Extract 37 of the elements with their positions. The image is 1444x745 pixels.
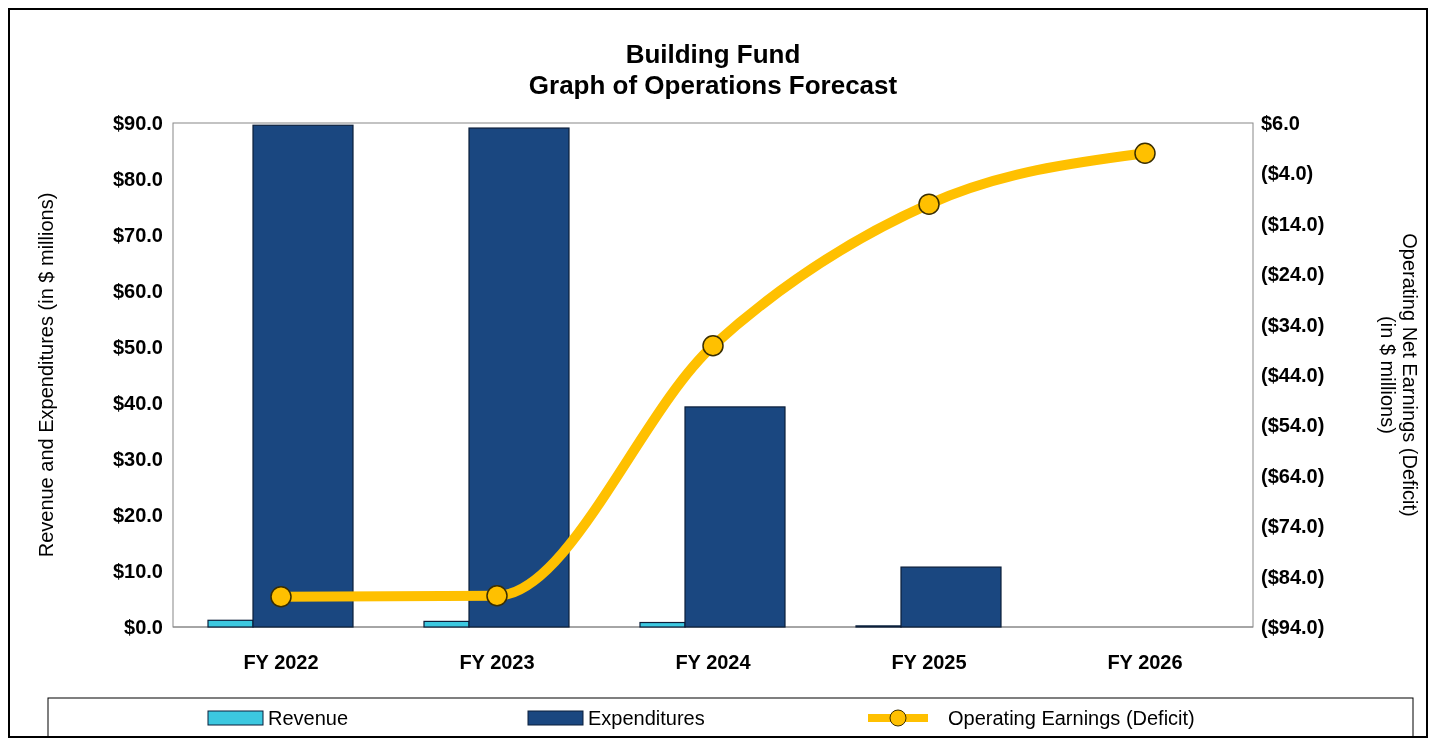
- y-tick-label: $0.0: [124, 616, 163, 638]
- y-tick-label: $60.0: [112, 280, 163, 302]
- y2-tick-label: ($54.0): [1261, 414, 1325, 437]
- point: [486, 585, 508, 607]
- y2-tick-label: ($34.0): [1261, 313, 1325, 336]
- x-tick-label: FY 2022: [243, 651, 319, 673]
- y-tick-label: $70.0: [112, 224, 163, 246]
- y2-tick-label: ($64.0): [1261, 464, 1325, 487]
- legend-label: Expenditures: [588, 707, 705, 729]
- legend-label: Revenue: [268, 707, 349, 729]
- y2-tick-label: ($74.0): [1261, 515, 1325, 538]
- y2-tick-label: ($84.0): [1261, 565, 1325, 588]
- point: [270, 586, 292, 608]
- y-tick-label: $40.0: [112, 392, 163, 414]
- y2-tick-label: ($44.0): [1261, 364, 1325, 386]
- y-tick-label: $30.0: [112, 448, 163, 470]
- x-tick-label: FY 2025: [891, 651, 967, 673]
- point: [702, 335, 724, 357]
- x-tick-label: FY 2023: [459, 651, 535, 673]
- y-axis-title: Revenue and Expenditures (in $ millions): [35, 192, 57, 558]
- y2-tick-label: ($14.0): [1261, 212, 1325, 235]
- y-tick-label: $90.0: [112, 112, 163, 134]
- y2-axis-title: Operating Net Earnings (Deficit) (in $ millions): [1377, 233, 1421, 517]
- y2-tick-label: ($24.0): [1261, 263, 1325, 286]
- y2-tick-label: ($4.0): [1261, 162, 1314, 185]
- x-tick-label: FY 2024: [675, 651, 752, 673]
- y2-tick-label: ($94.0): [1261, 616, 1325, 638]
- y-tick-label: $80.0: [112, 168, 163, 190]
- chart-title: Building Fund Graph of Operations Forecast: [528, 39, 898, 100]
- y-tick-label: $10.0: [112, 560, 163, 582]
- y-tick-label: $20.0: [112, 504, 163, 526]
- point: [1134, 142, 1156, 164]
- point: [918, 193, 940, 215]
- y-tick-label: $50.0: [112, 336, 163, 358]
- x-tick-label: FY 2026: [1107, 651, 1183, 673]
- legend-label: Operating Earnings (Deficit): [948, 707, 1195, 729]
- y2-tick-label: $6.0: [1261, 112, 1300, 134]
